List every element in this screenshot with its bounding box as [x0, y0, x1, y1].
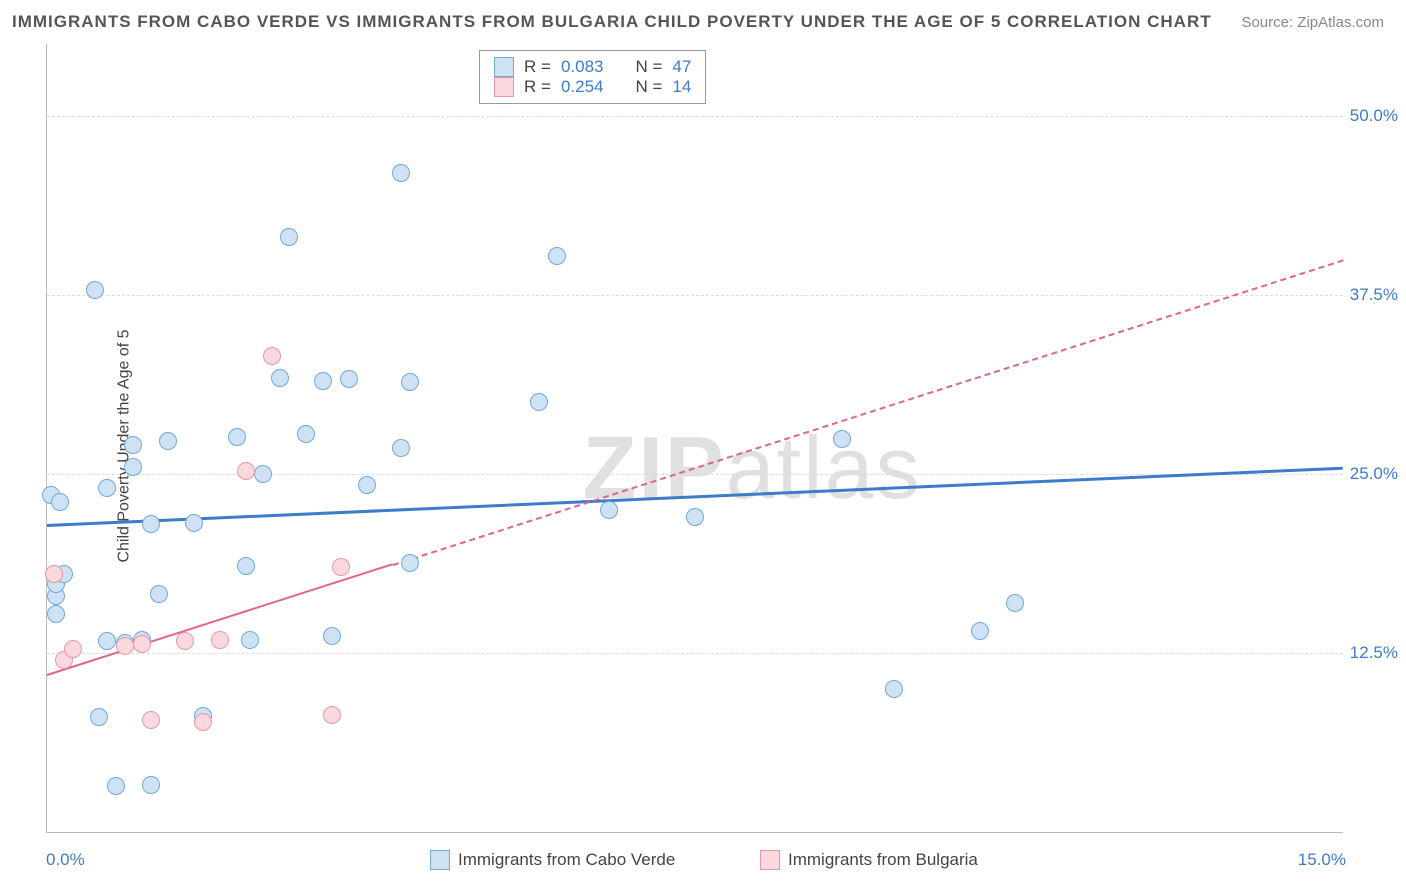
data-point: [142, 776, 160, 794]
data-point: [228, 428, 246, 446]
data-point: [142, 711, 160, 729]
scatter-plot-area: ZIPatlas R = 0.083 N = 47 R = 0.254 N = 14: [46, 44, 1343, 833]
data-point: [392, 439, 410, 457]
data-point: [686, 508, 704, 526]
trend-line-dashed: [392, 259, 1343, 566]
data-point: [194, 713, 212, 731]
legend-n-label: N =: [635, 57, 662, 77]
data-point: [358, 476, 376, 494]
data-point: [323, 706, 341, 724]
legend-r-value: 0.083: [561, 57, 604, 77]
legend-n-value: 47: [672, 57, 691, 77]
correlation-legend: R = 0.083 N = 47 R = 0.254 N = 14: [479, 50, 706, 104]
data-point: [392, 164, 410, 182]
data-point: [124, 458, 142, 476]
legend-n-value: 14: [672, 77, 691, 97]
data-point: [254, 465, 272, 483]
legend-r-label: R =: [524, 77, 551, 97]
legend-swatch: [494, 77, 514, 97]
legend-n-label: N =: [635, 77, 662, 97]
data-point: [600, 501, 618, 519]
series-legend-label: Immigrants from Cabo Verde: [458, 850, 675, 870]
series-legend-item: Immigrants from Cabo Verde: [430, 850, 675, 870]
data-point: [332, 558, 350, 576]
y-tick-label: 37.5%: [1350, 285, 1398, 305]
data-point: [271, 369, 289, 387]
data-point: [280, 228, 298, 246]
data-point: [90, 708, 108, 726]
data-point: [530, 393, 548, 411]
data-point: [237, 557, 255, 575]
data-point: [323, 627, 341, 645]
data-point: [211, 631, 229, 649]
data-point: [47, 605, 65, 623]
data-point: [64, 640, 82, 658]
data-point: [159, 432, 177, 450]
series-legend-item: Immigrants from Bulgaria: [760, 850, 978, 870]
data-point: [107, 777, 125, 795]
x-tick-max: 15.0%: [1298, 850, 1346, 870]
data-point: [340, 370, 358, 388]
data-point: [885, 680, 903, 698]
legend-r-label: R =: [524, 57, 551, 77]
data-point: [150, 585, 168, 603]
data-point: [314, 372, 332, 390]
data-point: [185, 514, 203, 532]
legend-swatch: [430, 850, 450, 870]
source-attribution: Source: ZipAtlas.com: [1241, 14, 1384, 31]
data-point: [176, 632, 194, 650]
data-point: [548, 247, 566, 265]
data-point: [401, 554, 419, 572]
y-tick-label: 12.5%: [1350, 643, 1398, 663]
legend-row: R = 0.083 N = 47: [494, 57, 691, 77]
y-tick-label: 50.0%: [1350, 106, 1398, 126]
y-tick-label: 25.0%: [1350, 464, 1398, 484]
data-point: [142, 515, 160, 533]
data-point: [98, 479, 116, 497]
trend-line-solid: [47, 564, 393, 677]
data-point: [116, 637, 134, 655]
data-point: [51, 493, 69, 511]
data-point: [833, 430, 851, 448]
chart-title: IMMIGRANTS FROM CABO VERDE VS IMMIGRANTS…: [12, 12, 1212, 32]
data-point: [971, 622, 989, 640]
gridline: [47, 295, 1343, 296]
data-point: [98, 632, 116, 650]
gridline: [47, 116, 1343, 117]
data-point: [133, 635, 151, 653]
data-point: [401, 373, 419, 391]
series-legend-label: Immigrants from Bulgaria: [788, 850, 978, 870]
gridline: [47, 653, 1343, 654]
data-point: [263, 347, 281, 365]
legend-swatch: [760, 850, 780, 870]
watermark: ZIPatlas: [583, 417, 922, 519]
data-point: [241, 631, 259, 649]
data-point: [1006, 594, 1024, 612]
legend-row: R = 0.254 N = 14: [494, 77, 691, 97]
legend-swatch: [494, 57, 514, 77]
data-point: [124, 436, 142, 454]
data-point: [237, 462, 255, 480]
x-tick-min: 0.0%: [46, 850, 85, 870]
data-point: [86, 281, 104, 299]
watermark-atlas: atlas: [726, 418, 922, 517]
legend-r-value: 0.254: [561, 77, 604, 97]
data-point: [297, 425, 315, 443]
data-point: [45, 565, 63, 583]
